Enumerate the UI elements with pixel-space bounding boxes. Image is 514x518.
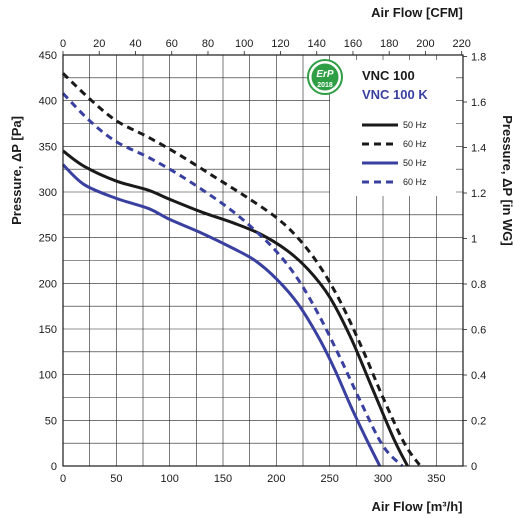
y-tick-label: 400 — [39, 96, 57, 108]
x-tick-label: 300 — [374, 473, 392, 485]
right-tick-label: 1 — [471, 233, 477, 245]
top-tick-label: 220 — [453, 38, 471, 50]
y-tick-label: 200 — [39, 278, 57, 290]
y-tick-label: 150 — [39, 324, 57, 336]
series-line-vnc100-60hz — [61, 72, 422, 467]
top-tick-label: 120 — [271, 38, 289, 50]
y-tick-label: 450 — [39, 50, 57, 62]
axis-title-bottom: Air Flow [m³/h] — [372, 499, 463, 514]
x-tick-label: 150 — [214, 473, 232, 485]
right-tick-label: 0.4 — [471, 370, 486, 382]
y-tick-label: 50 — [45, 415, 57, 427]
right-tick-label: 1.6 — [471, 97, 486, 109]
top-tick-label: 60 — [166, 38, 178, 50]
x-tick-label: 50 — [110, 473, 122, 485]
right-tick-label: 1.8 — [471, 51, 486, 63]
legend-entries: 50 Hz 60 Hz 50 Hz 60 Hz — [362, 120, 427, 187]
tick-labels: 0 50 100 150 200 250 300 3500501001502002503003… — [39, 38, 487, 485]
top-tick-label: 20 — [93, 38, 105, 50]
erp-badge-text: ErP — [316, 69, 334, 80]
legend-label: 50 Hz — [403, 120, 427, 130]
top-tick-label: 0 — [60, 38, 66, 50]
y-tick-label: 0 — [51, 461, 57, 473]
erp-badge-year: 2018 — [317, 82, 333, 89]
top-tick-label: 180 — [380, 38, 398, 50]
right-tick-label: 0 — [471, 461, 477, 473]
right-tick-label: 0.2 — [471, 415, 486, 427]
right-tick-label: 0.8 — [471, 279, 486, 291]
x-tick-label: 0 — [60, 473, 66, 485]
series-line-vnc100k-50hz — [61, 163, 382, 467]
right-tick-label: 1.4 — [471, 142, 486, 154]
top-tick-label: 160 — [344, 38, 362, 50]
y-tick-label: 100 — [39, 370, 57, 382]
right-tick-label: 0.6 — [471, 324, 486, 336]
top-tick-label: 140 — [308, 38, 326, 50]
x-tick-label: 250 — [320, 473, 338, 485]
y-tick-label: 300 — [39, 187, 57, 199]
top-tick-label: 80 — [202, 38, 214, 50]
legend-background — [330, 60, 456, 196]
x-tick-label: 350 — [427, 473, 445, 485]
legend-label: 60 Hz — [403, 177, 427, 187]
curves — [61, 72, 422, 468]
x-tick-label: 100 — [160, 473, 178, 485]
plot-frame — [62, 54, 464, 467]
legend-model-vnc100: VNC 100 — [362, 68, 415, 83]
right-tick-label: 1.2 — [471, 188, 486, 200]
top-tick-label: 200 — [416, 38, 434, 50]
axis-title-right: Pressure, ΔP [in WG] — [500, 115, 514, 245]
axis-title-left: Pressure, ΔP [Pa] — [9, 116, 24, 225]
axis-title-top: Air Flow [CFM] — [371, 5, 463, 20]
legend-model-vnc100k: VNC 100 K — [362, 87, 428, 102]
y-tick-label: 350 — [39, 141, 57, 153]
erp-badge-disc — [311, 63, 339, 91]
x-tick-label: 200 — [267, 473, 285, 485]
legend-label: 50 Hz — [403, 158, 427, 168]
top-tick-label: 100 — [235, 38, 253, 50]
top-tick-label: 40 — [129, 38, 141, 50]
erp-2018-badge: ErP 2018 — [307, 59, 343, 95]
y-tick-label: 250 — [39, 233, 57, 245]
legend-label: 60 Hz — [403, 139, 427, 149]
